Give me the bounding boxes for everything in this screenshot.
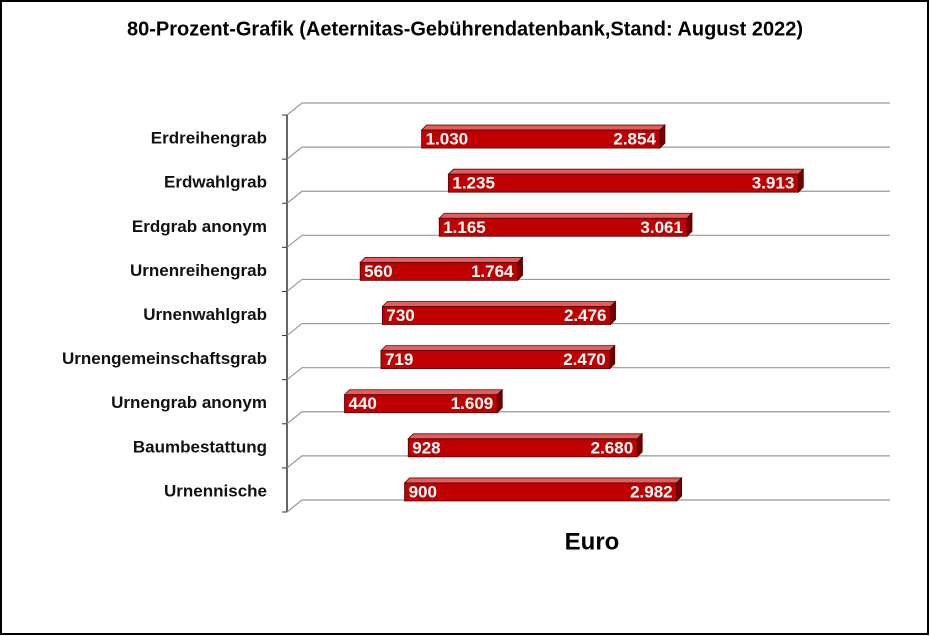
range-bar (381, 300, 617, 326)
bar-front (344, 394, 498, 414)
bar-front (438, 217, 688, 237)
value-label: 2.470 (563, 350, 606, 369)
value-label: 3.061 (640, 218, 683, 237)
grid-line (286, 455, 890, 469)
value-label: 3.913 (752, 174, 795, 193)
bar-front (381, 306, 611, 325)
value-label: 1.235 (452, 174, 495, 193)
category-label: Urnenwahlgrab (143, 305, 267, 324)
category-label: Urnennische (164, 481, 267, 500)
value-label: 719 (385, 350, 413, 369)
value-label: 1.609 (451, 394, 494, 413)
value-label: 1.165 (443, 218, 486, 237)
bar-front (359, 261, 518, 281)
bar-front (380, 350, 611, 370)
grid-line (286, 146, 890, 160)
value-label: 1.030 (426, 130, 469, 149)
range-bar (447, 168, 805, 194)
value-label: 560 (364, 262, 392, 281)
range-bar (438, 212, 693, 238)
category-label: Urnengemeinschaftsgrab (62, 349, 267, 368)
value-label: 928 (412, 438, 440, 457)
category-label: Urnengrab anonym (111, 393, 267, 412)
value-label: 1.764 (471, 262, 514, 281)
grid-line (286, 234, 890, 248)
category-label: Baumbestattung (133, 437, 267, 456)
value-label: 440 (348, 394, 376, 413)
grid-line (286, 411, 890, 425)
grid-line (286, 278, 890, 292)
value-label: 2.680 (591, 438, 634, 457)
value-label: 2.854 (613, 130, 656, 149)
range-bar (403, 476, 683, 502)
bar-front (447, 173, 799, 193)
grid-line (286, 367, 890, 381)
range-bar (420, 124, 666, 150)
bar-top (447, 168, 805, 175)
grid-line (286, 499, 890, 513)
chart-title: 80-Prozent-Grafik (Aeternitas-Gebührenda… (127, 18, 803, 40)
value-label: 2.476 (564, 306, 607, 325)
range-bar (407, 432, 644, 458)
category-label: Erdwahlgrab (164, 173, 267, 192)
value-label: 2.982 (630, 482, 673, 501)
range-bar (359, 256, 524, 282)
x-axis-label: Euro (565, 528, 620, 555)
range-bar (343, 388, 504, 414)
category-label: Erdreihengrab (151, 129, 267, 148)
category-label: Urnenreihengrab (130, 261, 267, 280)
bar-front (407, 438, 638, 458)
bar-front (421, 129, 661, 149)
grid-line (286, 102, 890, 116)
value-label: 900 (409, 482, 437, 501)
value-label: 730 (386, 306, 414, 325)
category-label: Erdgrab anonym (132, 217, 267, 236)
grid-line (286, 322, 890, 337)
range-bar (379, 344, 616, 370)
bar-front (404, 482, 678, 502)
